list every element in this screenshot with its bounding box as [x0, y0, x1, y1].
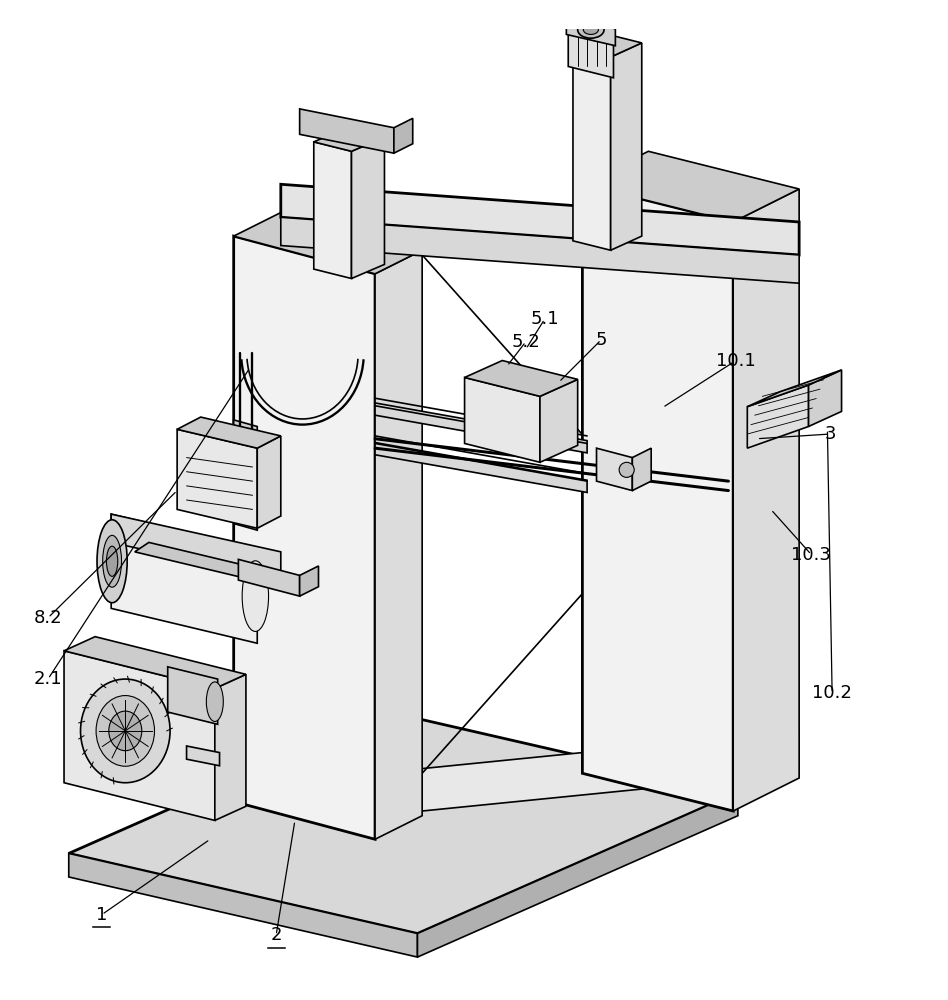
Polygon shape	[168, 667, 218, 724]
Ellipse shape	[577, 21, 604, 38]
Polygon shape	[257, 436, 281, 528]
Text: 5.1: 5.1	[530, 310, 559, 328]
Ellipse shape	[96, 696, 155, 766]
Polygon shape	[233, 420, 257, 530]
Polygon shape	[177, 429, 257, 528]
Polygon shape	[566, 19, 615, 46]
Polygon shape	[375, 250, 422, 839]
Polygon shape	[64, 651, 215, 820]
Text: 10.2: 10.2	[812, 684, 852, 702]
Circle shape	[619, 462, 634, 477]
Text: 1: 1	[96, 906, 107, 924]
Ellipse shape	[106, 546, 118, 576]
Ellipse shape	[81, 679, 170, 783]
Ellipse shape	[109, 711, 142, 751]
Polygon shape	[632, 448, 651, 491]
Polygon shape	[69, 853, 417, 957]
Polygon shape	[375, 731, 799, 816]
Text: 5: 5	[595, 331, 607, 349]
Polygon shape	[233, 236, 375, 839]
Text: 10.3: 10.3	[792, 546, 831, 564]
Text: 2: 2	[270, 926, 282, 944]
Polygon shape	[747, 385, 809, 448]
Polygon shape	[281, 217, 799, 283]
Ellipse shape	[583, 25, 598, 34]
Polygon shape	[177, 417, 281, 448]
Polygon shape	[111, 514, 257, 643]
Polygon shape	[747, 370, 842, 407]
Polygon shape	[375, 403, 587, 453]
Polygon shape	[233, 213, 422, 274]
Polygon shape	[465, 361, 577, 396]
Polygon shape	[568, 31, 613, 78]
Polygon shape	[393, 118, 412, 153]
Polygon shape	[573, 33, 642, 57]
Text: 3: 3	[825, 425, 836, 443]
Ellipse shape	[207, 682, 224, 721]
Polygon shape	[573, 48, 611, 250]
Polygon shape	[111, 514, 281, 580]
Polygon shape	[733, 189, 799, 811]
Polygon shape	[596, 448, 632, 491]
Polygon shape	[809, 370, 842, 426]
Polygon shape	[238, 559, 300, 596]
Polygon shape	[215, 674, 246, 820]
Text: 10.1: 10.1	[716, 352, 756, 370]
Polygon shape	[135, 542, 295, 587]
Polygon shape	[69, 712, 738, 934]
Polygon shape	[352, 137, 385, 279]
Polygon shape	[64, 637, 246, 688]
Polygon shape	[375, 443, 587, 492]
Polygon shape	[187, 746, 220, 766]
Polygon shape	[582, 151, 799, 222]
Polygon shape	[300, 566, 319, 596]
Polygon shape	[611, 43, 642, 250]
Polygon shape	[314, 128, 385, 151]
Ellipse shape	[242, 561, 268, 631]
Polygon shape	[314, 142, 352, 279]
Polygon shape	[417, 792, 738, 957]
Polygon shape	[540, 379, 577, 462]
Polygon shape	[281, 184, 799, 255]
Polygon shape	[300, 109, 393, 153]
Polygon shape	[582, 184, 733, 811]
Ellipse shape	[102, 535, 121, 587]
Text: 5.2: 5.2	[512, 333, 540, 351]
Ellipse shape	[97, 520, 127, 603]
Polygon shape	[465, 377, 540, 462]
Text: 8.2: 8.2	[34, 609, 63, 627]
Text: 2.1: 2.1	[34, 670, 63, 688]
